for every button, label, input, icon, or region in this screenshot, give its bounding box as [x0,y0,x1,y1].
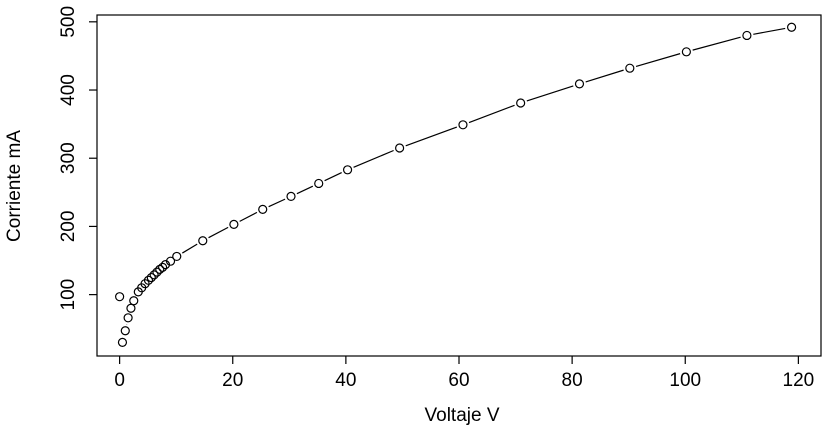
data-point [152,267,162,277]
curve-segment [324,172,342,182]
y-tick-label: 300 [58,142,79,174]
plot-frame [96,14,822,357]
curve-segment [753,27,786,35]
data-point [123,313,133,323]
curve-segment [585,69,624,83]
x-tick-label: 20 [222,370,243,391]
data-point [681,47,691,57]
data-point [158,262,168,272]
curve-segment [692,36,741,51]
x-tick-label: 100 [669,370,701,391]
x-tick-label: 0 [114,370,125,391]
data-point [117,337,128,347]
data-point [516,98,526,108]
data-point [165,256,176,266]
data-point [129,296,139,306]
x-tick-label: 80 [562,370,583,391]
curve-segment [268,198,286,208]
curve-segment [635,53,681,67]
curve-segment [296,185,314,195]
data-point [574,79,585,89]
data-point [146,272,156,283]
y-tick-label: 500 [58,6,79,38]
data-point [143,275,154,285]
data-point [625,63,635,73]
data-points [115,22,797,347]
y-tick-label: 400 [58,74,79,106]
curve-segment [405,126,458,147]
data-point [342,165,353,175]
x-axis: 0 20 40 60 80 100 120 [114,356,814,391]
data-point [742,30,752,41]
curve-segment [182,243,198,254]
data-point [149,270,159,280]
data-point [314,178,324,189]
y-axis-label: Corriente mA [4,130,25,242]
data-point [120,326,130,336]
curve-segments [126,27,786,325]
x-tick-label: 60 [448,370,469,391]
x-tick-label: 40 [335,370,356,391]
x-tick-label: 120 [783,370,815,391]
y-tick-label: 200 [58,211,79,243]
curve-segment [208,226,229,239]
data-point [258,204,268,214]
data-point [172,251,182,262]
data-point [395,143,405,153]
y-axis: 100 200 300 400 500 [58,6,97,311]
curve-segment [468,104,515,124]
x-axis-label: Voltaje V [425,405,500,426]
data-point [458,120,468,130]
data-point [155,264,165,274]
curve-segment [239,211,258,222]
data-point [786,22,797,32]
data-point [286,191,296,202]
data-point [126,303,136,313]
data-point [115,292,125,302]
data-point [229,219,239,229]
curve-segment [353,149,394,168]
y-tick-label: 100 [58,279,79,311]
curve-segment [526,85,574,102]
data-point [198,236,208,246]
